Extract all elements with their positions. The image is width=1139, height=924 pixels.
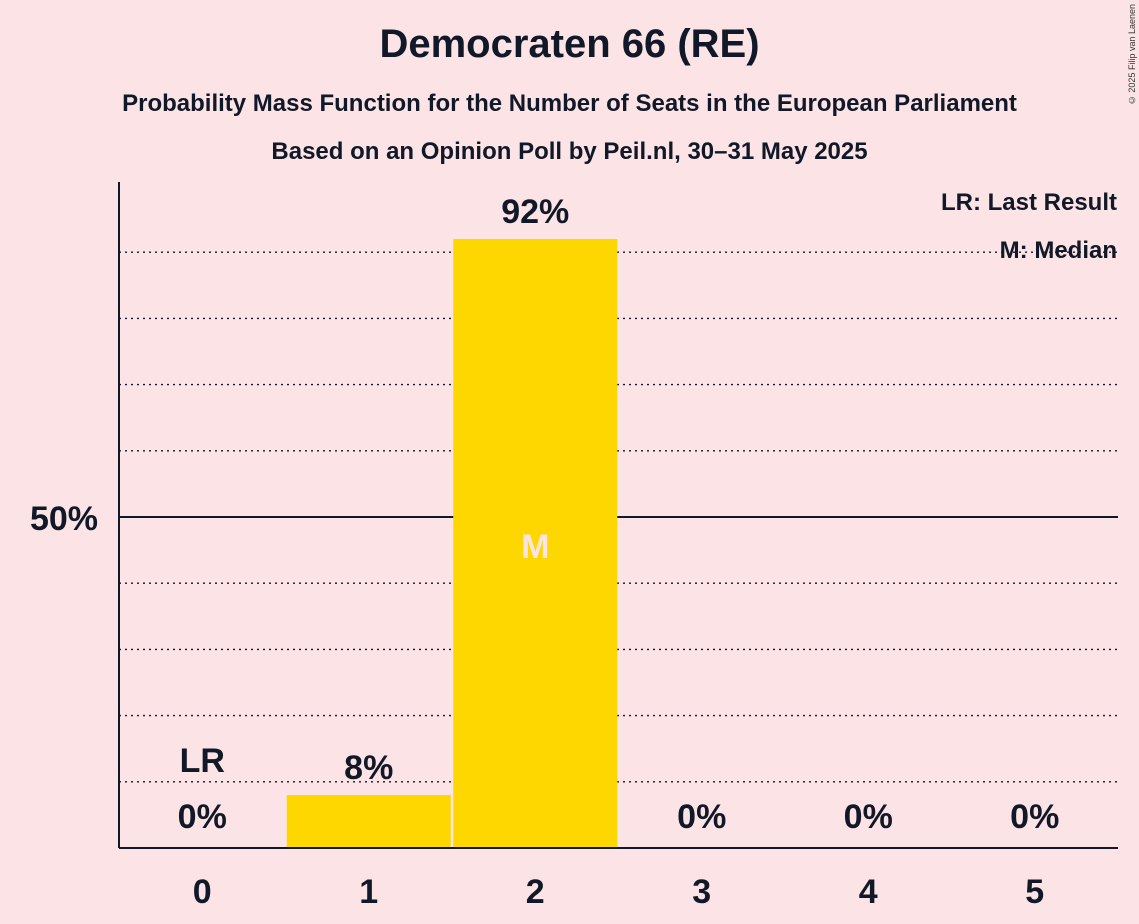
bar-seat-2 <box>453 238 618 848</box>
x-tick-label-4: 4 <box>859 873 878 911</box>
labels: 50% 0% 0 8% 1 92% 2 0% 3 0% 4 0% 5 LR M <box>30 193 1059 911</box>
value-label-seat-0: 0% <box>178 798 227 836</box>
legend-median: M: Median <box>1000 237 1117 264</box>
value-label-seat-3: 0% <box>677 798 726 836</box>
x-tick-label-0: 0 <box>193 873 212 911</box>
value-label-seat-4: 0% <box>844 798 893 836</box>
value-label-seat-2: 92% <box>501 193 569 231</box>
value-label-seat-5: 0% <box>1010 798 1059 836</box>
value-label-seat-1: 8% <box>344 749 393 787</box>
chart-source: Based on an Opinion Poll by Peil.nl, 30–… <box>271 138 868 165</box>
bar-seat-1 <box>286 795 451 848</box>
x-tick-label-5: 5 <box>1025 873 1044 911</box>
legend-last-result: LR: Last Result <box>941 189 1117 216</box>
bars <box>286 238 618 848</box>
x-tick-label-1: 1 <box>359 873 378 911</box>
chart-title: Democraten 66 (RE) <box>379 22 760 66</box>
x-tick-label-2: 2 <box>526 873 545 911</box>
x-tick-label-3: 3 <box>692 873 711 911</box>
chart-subtitle: Probability Mass Function for the Number… <box>122 90 1017 117</box>
gridlines <box>119 251 1118 783</box>
last-result-marker: LR <box>180 742 225 780</box>
median-marker: M <box>521 528 549 566</box>
y-tick-label-50: 50% <box>30 500 98 538</box>
